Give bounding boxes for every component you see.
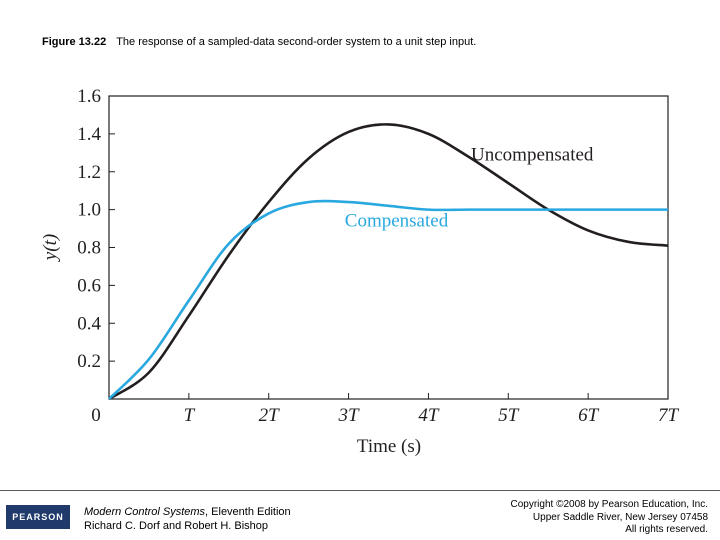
copyright-line: All rights reserved. bbox=[625, 524, 708, 535]
x-tick-label: 3T bbox=[338, 405, 361, 426]
series-annotation: Compensated bbox=[345, 211, 449, 232]
y-tick-label: 1.2 bbox=[77, 162, 101, 183]
x-tick-label: 6T bbox=[578, 405, 600, 426]
x-tick-label: 5T bbox=[498, 405, 520, 426]
y-tick-label: 0.6 bbox=[77, 275, 101, 296]
copyright-line: Copyright ©2008 by Pearson Education, In… bbox=[510, 499, 709, 510]
tick-labels: 0 T 2T 3T 4T 5T 6T 7T 0.2 0.4 0.6 0.8 1.0 1.2 1.4 1.6 bbox=[77, 86, 679, 426]
series-line-compensated bbox=[108, 199, 668, 400]
x-tick-label: T bbox=[184, 405, 196, 426]
copyright-line: Upper Saddle River, New Jersey 07458 bbox=[532, 511, 708, 523]
y-tick-label: 0.8 bbox=[77, 238, 101, 259]
plot-frame bbox=[108, 95, 669, 400]
caption-text: The response of a sampled-data second-or… bbox=[116, 36, 477, 48]
y-tick-label: 1.4 bbox=[77, 124, 101, 145]
book-edition: , Eleventh Edition bbox=[205, 506, 291, 518]
series-annotation: Uncompensated bbox=[471, 144, 594, 165]
annotations: Uncompensated Compensated bbox=[345, 144, 594, 231]
book-authors: Richard C. Dorf and Robert H. Bishop bbox=[84, 520, 269, 532]
footer-divider bbox=[0, 490, 720, 491]
figure-label: Figure 13.22 bbox=[42, 36, 107, 48]
y-tick-label: 0.4 bbox=[77, 313, 101, 334]
book-title: Modern Control Systems bbox=[84, 506, 206, 518]
series-line-uncompensated bbox=[108, 123, 669, 401]
y-axis-label: y(t) bbox=[40, 234, 61, 262]
y-tick-label: 1.0 bbox=[77, 200, 101, 221]
x-tick-label: 4T bbox=[418, 405, 440, 426]
pearson-logo: PEARSON bbox=[6, 505, 70, 529]
series-lines bbox=[108, 123, 669, 401]
figure-caption: Figure 13.22 The response of a sampled-da… bbox=[42, 36, 476, 48]
axes bbox=[108, 95, 669, 400]
x-tick-label: 2T bbox=[259, 405, 281, 426]
y-tick-label: 1.6 bbox=[77, 86, 101, 107]
x-axis-label: Time (s) bbox=[357, 436, 421, 457]
step-response-chart: 0 T 2T 3T 4T 5T 6T 7T 0.2 0.4 0.6 0.8 1.0 1.2 1.4 1.6 U… bbox=[40, 86, 679, 457]
book-info: Modern Control Systems, Eleventh Edition… bbox=[84, 505, 291, 533]
x-tick-label: 0 bbox=[91, 405, 101, 426]
x-tick-label: 7T bbox=[658, 405, 680, 426]
y-tick-label: 0.2 bbox=[77, 351, 101, 372]
copyright-notice: Copyright ©2008 by Pearson Education, In… bbox=[511, 499, 709, 537]
